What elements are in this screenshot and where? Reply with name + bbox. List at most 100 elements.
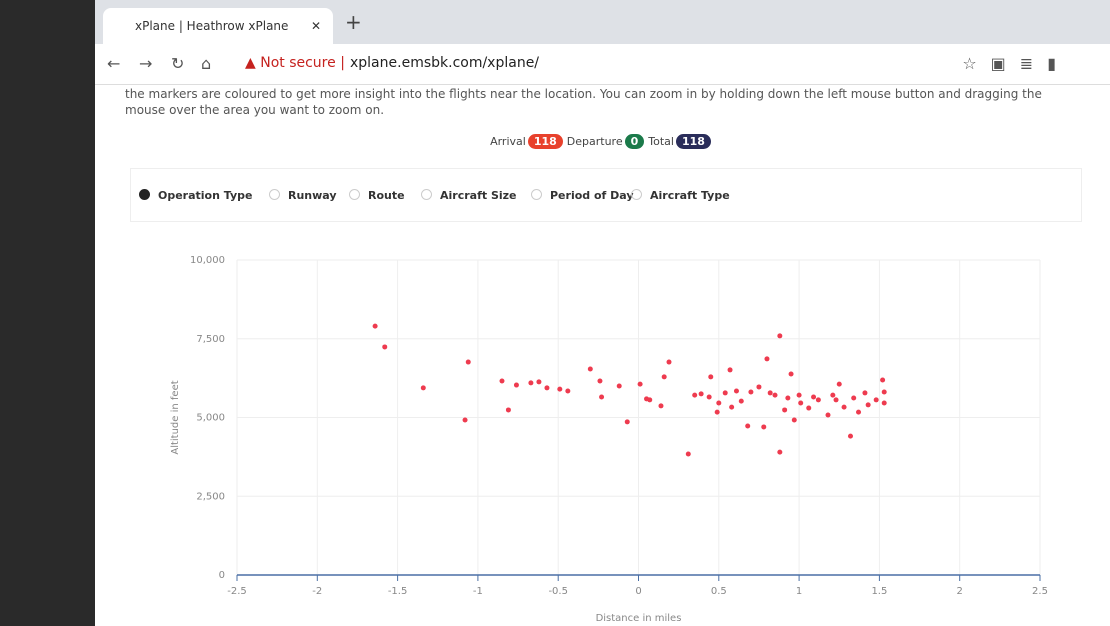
point <box>745 424 750 429</box>
point <box>851 395 856 400</box>
forward-button[interactable]: → <box>139 54 152 73</box>
x-tick-label: -2 <box>312 586 322 597</box>
point <box>782 407 787 412</box>
point <box>599 395 604 400</box>
point <box>834 397 839 402</box>
point <box>856 410 861 415</box>
address-bar: ← → ↻ ⌂ ▲ Not secure | xplane.emsbk.com/… <box>95 44 1110 85</box>
point <box>588 366 593 371</box>
point <box>686 452 691 457</box>
point <box>866 402 871 407</box>
radio-dot <box>139 189 150 200</box>
radio-option[interactable]: Operation Type <box>139 189 252 202</box>
count-label: Departure <box>567 135 623 148</box>
radio-label: Route <box>368 189 405 202</box>
point <box>638 382 643 387</box>
point <box>544 385 549 390</box>
point <box>837 382 842 387</box>
radio-option[interactable]: Aircraft Type <box>631 189 730 202</box>
y-tick-label: 0 <box>219 570 225 581</box>
point <box>882 401 887 406</box>
x-axis-title: Distance in miles <box>596 613 682 624</box>
browser-window: xPlane | Heathrow xPlane ✕ + ← → ↻ ⌂ ▲ No… <box>95 0 1110 626</box>
point <box>734 389 739 394</box>
point <box>707 395 712 400</box>
radio-label: Operation Type <box>158 189 252 202</box>
radio-option[interactable]: Route <box>349 189 405 202</box>
point <box>692 393 697 398</box>
point <box>785 395 790 400</box>
point <box>768 390 773 395</box>
point <box>764 356 769 361</box>
count-badge: 118 <box>528 134 563 149</box>
x-tick-label: -1.5 <box>388 586 408 597</box>
tab-strip: xPlane | Heathrow xPlane ✕ + <box>95 0 1110 44</box>
home-button[interactable]: ⌂ <box>201 54 211 73</box>
radio-dot <box>349 189 360 200</box>
y-tick-label: 10,000 <box>190 255 225 266</box>
point <box>792 418 797 423</box>
point <box>536 379 541 384</box>
point <box>557 387 562 392</box>
point <box>528 380 533 385</box>
tab[interactable]: xPlane | Heathrow xPlane ✕ <box>103 8 333 44</box>
x-tick-label: -2.5 <box>227 586 247 597</box>
point <box>756 384 761 389</box>
screen: xPlane | Heathrow xPlane ✕ + ← → ↻ ⌂ ▲ No… <box>0 0 1110 626</box>
y-tick-label: 2,500 <box>196 491 225 502</box>
page: xPlane {"browser": {"tab_title": "xPlane… <box>0 0 1110 626</box>
point <box>716 401 721 406</box>
point <box>777 333 782 338</box>
point <box>662 374 667 379</box>
point <box>789 372 794 377</box>
point <box>466 360 471 365</box>
radio-dot <box>631 189 642 200</box>
point <box>830 393 835 398</box>
point <box>882 389 887 394</box>
point <box>463 418 468 423</box>
radio-option[interactable]: Aircraft Size <box>421 189 517 202</box>
x-tick-label: 1 <box>796 586 802 597</box>
point <box>777 450 782 455</box>
security-indicator[interactable]: ▲ Not secure | <box>245 55 345 71</box>
radio-label: Aircraft Size <box>440 189 517 202</box>
point <box>729 405 734 410</box>
point <box>739 399 744 404</box>
point <box>723 390 728 395</box>
point <box>658 403 663 408</box>
point <box>773 393 778 398</box>
point <box>862 390 867 395</box>
url[interactable]: xplane.emsbk.com/xplane/ <box>350 55 539 71</box>
point <box>597 378 602 383</box>
x-tick-label: 1.5 <box>871 586 887 597</box>
y-tick-label: 5,000 <box>196 413 225 424</box>
point <box>797 393 802 398</box>
new-tab[interactable]: + <box>345 10 362 34</box>
tab-title: xPlane | Heathrow xPlane <box>135 19 288 33</box>
back-button[interactable]: ← <box>107 54 120 73</box>
toolbar-icons[interactable]: ☆▣≣▮ <box>962 54 1070 73</box>
point <box>715 410 720 415</box>
radio-dot <box>531 189 542 200</box>
y-axis-title: Altitude in feet <box>170 380 181 454</box>
count-badge: 0 <box>625 134 645 149</box>
close-tab[interactable]: ✕ <box>311 8 321 44</box>
point <box>647 397 652 402</box>
x-tick-label: 0 <box>635 586 641 597</box>
point <box>625 419 630 424</box>
radio-option[interactable]: Period of Day <box>531 189 634 202</box>
y-tick-label: 7,500 <box>196 334 225 345</box>
count-label: Arrival <box>490 135 526 148</box>
security-text: Not secure <box>260 55 336 71</box>
radio-label: Aircraft Type <box>650 189 730 202</box>
intro-text: the markers are coloured to get more ins… <box>125 86 1075 118</box>
x-tick-label: 2.5 <box>1032 586 1048 597</box>
reload-button[interactable]: ↻ <box>171 54 184 73</box>
point <box>506 407 511 412</box>
point <box>421 385 426 390</box>
option-panel: Operation Type Runway Route Aircraft Size Pe… <box>130 168 1082 222</box>
point <box>761 424 766 429</box>
radio-option[interactable]: Runway <box>269 189 337 202</box>
point <box>826 412 831 417</box>
